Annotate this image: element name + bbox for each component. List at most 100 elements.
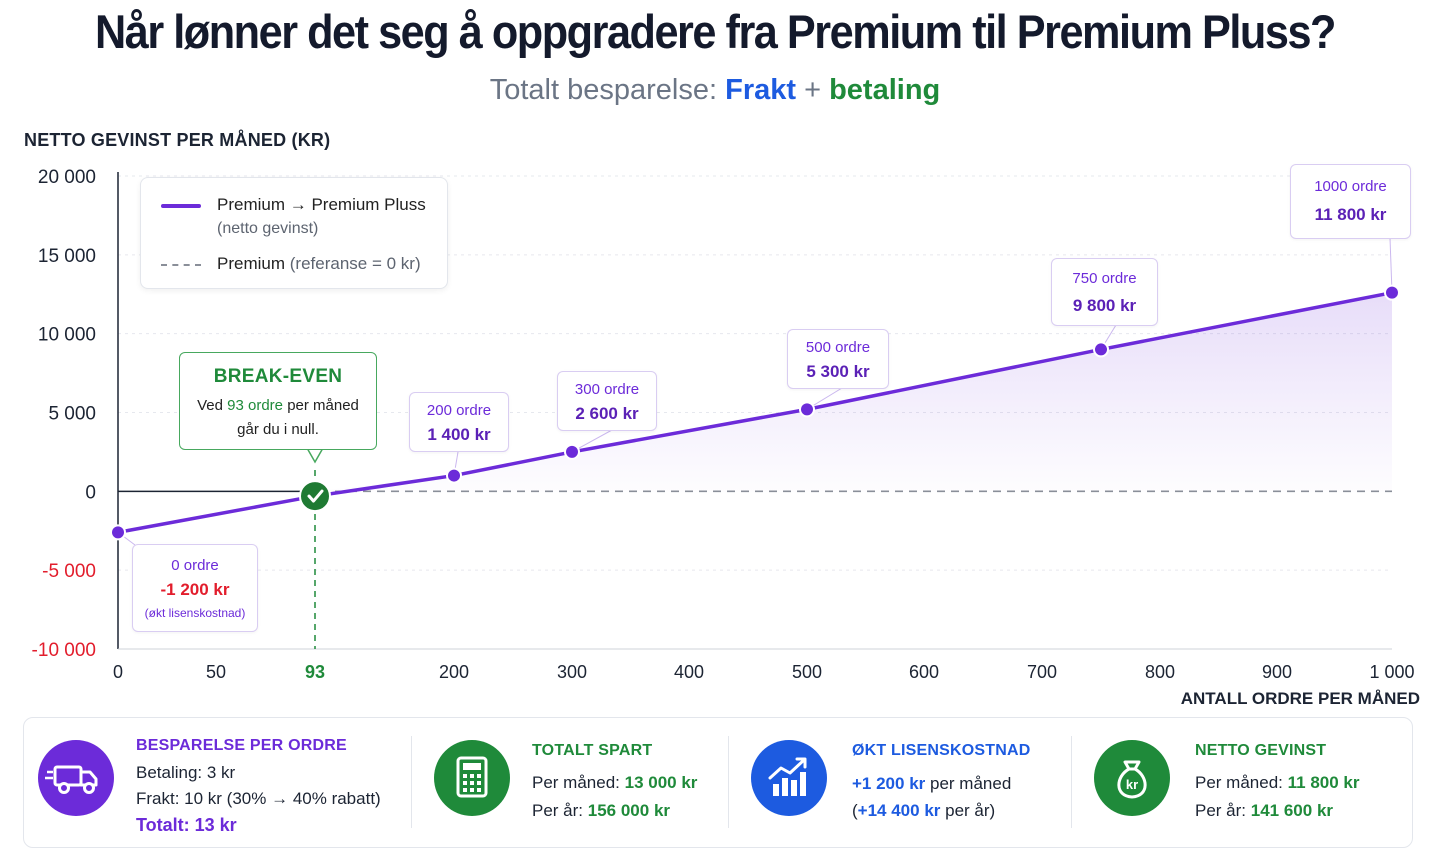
x-tick-label: 200 (439, 662, 469, 682)
x-tick-label: 1 000 (1369, 662, 1414, 682)
card-net-gain: kr NETTO GEVINST Per måned: 11 800 kr Pe… (1072, 718, 1412, 847)
break-even-title: BREAK-EVEN (213, 366, 343, 387)
card-license-cost: ØKT LISENSKOSTNAD +1 200 kr per måned (+… (729, 718, 1071, 847)
trend-up-icon (751, 740, 827, 816)
card-value: +1 200 kr (852, 774, 926, 793)
x-tick-label: 600 (909, 662, 939, 682)
card-line: (+14 400 kr per år) (852, 801, 995, 821)
check-icon (307, 489, 324, 503)
data-point (1384, 284, 1400, 301)
y-tick-label: 10 000 (38, 325, 96, 346)
money-bag-label: kr (1126, 777, 1138, 792)
legend-reference-note: (referanse = 0 kr) (289, 254, 421, 273)
x-tick-label: 400 (674, 662, 704, 682)
card-value: 11 800 kr (1287, 773, 1360, 792)
callout-1000-orders: 1000 ordre 11 800 kr (1290, 164, 1411, 239)
subtitle-frakt: Frakt (725, 74, 797, 106)
callout-value: 9 800 kr (1072, 296, 1137, 315)
callout-orders: 0 ordre (171, 557, 219, 574)
card-title: ØKT LISENSKOSTNAD (852, 742, 1031, 759)
card-line: Per år: 141 600 kr (1195, 801, 1333, 821)
card-divider (1071, 736, 1072, 828)
legend-series-note: (netto gevinst) (217, 220, 319, 237)
card-label: Per år: (532, 801, 584, 820)
y-tick-label: 20 000 (38, 167, 96, 188)
card-line: +1 200 kr per måned (852, 774, 1011, 794)
break-even-post: per måned (287, 397, 359, 414)
callout-value: 1 400 kr (427, 425, 491, 444)
y-tick-label: 5 000 (48, 404, 96, 425)
x-tick-label: 93 (305, 662, 325, 682)
callout-500-orders: 500 ordre 5 300 kr (787, 329, 889, 389)
data-point (1093, 341, 1109, 358)
chart-svg: 20 000 15 000 10 000 5 000 0 -5 000 -10 000 0 50… (32, 167, 1415, 682)
legend-swatch-dashed (161, 264, 201, 266)
series-area-fill (315, 292, 1392, 492)
y-tick-label: 15 000 (38, 246, 96, 267)
card-value: 141 600 kr (1250, 801, 1334, 820)
subtitle-prefix: Totalt besparelse: (489, 74, 718, 106)
card-text: ( (852, 801, 858, 820)
x-tick-label: 300 (557, 662, 587, 682)
x-tick-label: 0 (113, 662, 123, 682)
card-total-saved: TOTALT SPART Per måned: 13 000 kr Per år… (412, 718, 728, 847)
card-divider (728, 736, 729, 828)
card-line: Frakt: 10 kr (30% → 40% rabatt) (136, 789, 381, 808)
callout-value: 11 800 kr (1314, 205, 1387, 224)
card-value: 156 000 kr (587, 801, 671, 820)
legend-swatch-solid (161, 204, 201, 208)
break-even-pointer (306, 447, 324, 464)
data-point (110, 524, 126, 541)
callout-300-orders: 300 ordre 2 600 kr (557, 371, 657, 431)
card-text: per år) (945, 801, 996, 820)
card-text: per måned (930, 774, 1012, 793)
card-line: Per måned: 13 000 kr (532, 773, 697, 793)
callout-orders: 200 ordre (426, 402, 492, 419)
card-label: Per måned: (1195, 773, 1283, 792)
card-title: NETTO GEVINST (1195, 742, 1327, 759)
x-tick-label: 50 (206, 662, 226, 682)
callout-value: 2 600 kr (575, 404, 639, 423)
subtitle-plus: + (804, 74, 822, 106)
legend-series-name: Premium → Premium Pluss (217, 195, 426, 214)
x-axis-label: ANTALL ORDRE PER MÅNED (1180, 689, 1420, 708)
legend-reference-name: Premium (217, 254, 286, 273)
break-even-line2: går du i null. (237, 421, 319, 438)
callout-value: 5 300 kr (806, 362, 870, 381)
y-tick-label: -10 000 (32, 640, 96, 661)
card-value: +14 400 kr (857, 801, 941, 820)
callout-0-orders: 0 ordre -1 200 kr (økt lisenskostnad) (132, 544, 258, 632)
callout-750-orders: 750 ordre 9 800 kr (1051, 258, 1158, 326)
card-label: Per år: (1195, 801, 1247, 820)
card-savings-per-order: BESPARELSE PER ORDRE Betaling: 3 kr Frak… (24, 718, 412, 847)
y-axis-label: NETTO GEVINST PER MÅNED (KR) (24, 130, 331, 150)
summary-cards: BESPARELSE PER ORDRE Betaling: 3 kr Frak… (23, 717, 1413, 848)
card-value: 13 000 kr (624, 773, 698, 792)
data-point (564, 443, 580, 460)
callout-orders: 750 ordre (1072, 270, 1137, 287)
page-subtitle: Totalt besparelse: Frakt + betaling (0, 74, 1430, 107)
callout-note: (økt lisenskostnad) (144, 606, 246, 620)
x-tick-label: 800 (1145, 662, 1175, 682)
data-point (446, 467, 462, 484)
break-even-callout: BREAK-EVEN Ved 93 ordre per måned går du… (179, 352, 377, 450)
truck-icon (38, 740, 114, 816)
subtitle-betaling: betaling (829, 74, 941, 106)
break-even-marker (299, 480, 331, 513)
calculator-icon (434, 740, 510, 816)
y-tick-label: -5 000 (42, 561, 96, 582)
callout-orders: 300 ordre (574, 381, 640, 398)
callout-200-orders: 200 ordre 1 400 kr (409, 392, 509, 452)
data-point (799, 401, 815, 418)
card-line: Per måned: 11 800 kr (1195, 773, 1359, 793)
x-tick-label: 700 (1027, 662, 1057, 682)
page-title: Når lønner det seg å oppgradere fra Prem… (95, 5, 1336, 58)
card-label: Per måned: (532, 773, 620, 792)
callout-orders: 1000 ordre (1314, 178, 1387, 195)
card-line: Per år: 156 000 kr (532, 801, 670, 821)
callout-orders: 500 ordre (805, 339, 871, 356)
callout-value: -1 200 kr (160, 580, 230, 599)
card-total: Totalt: 13 kr (136, 815, 237, 835)
legend-reference: Premium (referanse = 0 kr) (217, 254, 421, 274)
x-tick-label: 500 (792, 662, 822, 682)
